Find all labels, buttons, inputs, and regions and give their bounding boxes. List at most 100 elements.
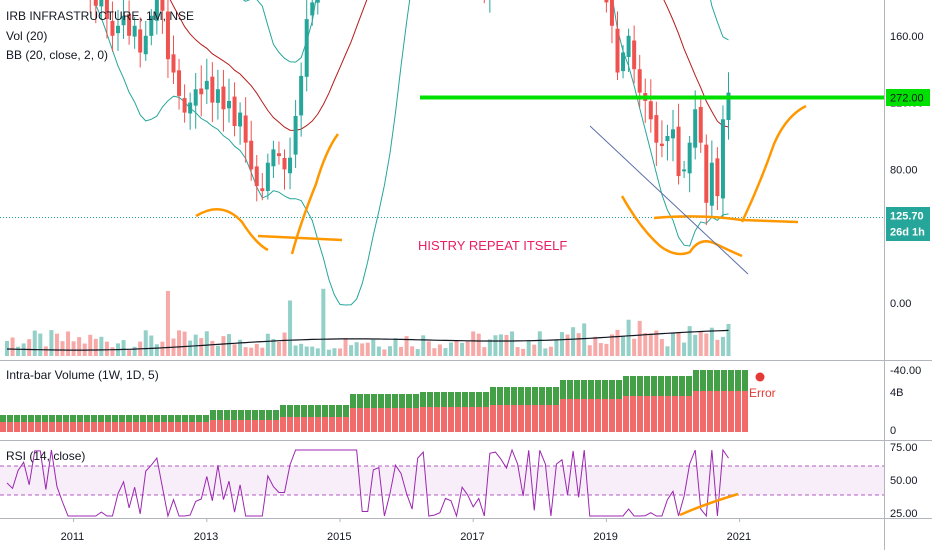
candle-body	[671, 129, 675, 139]
time-axis[interactable]: 2011 2013 2015 2017 2019 2021	[61, 518, 751, 543]
intrabar-up-bar	[91, 415, 97, 422]
bb-legend[interactable]: BB (20, close, 2, 0)	[6, 48, 109, 62]
volume-bar	[127, 349, 132, 356]
volume-bar	[104, 341, 109, 356]
intrabar-up-bar	[210, 410, 216, 420]
intrabar-error[interactable]: Error	[749, 386, 776, 400]
intrabar-down-bar	[728, 391, 734, 432]
volume-bar	[432, 348, 437, 356]
volume-bar	[437, 344, 442, 356]
volume-bar	[177, 330, 182, 356]
intrabar-up-bar	[504, 387, 510, 405]
candle-body	[293, 115, 298, 155]
intrabar-up-bar	[714, 370, 720, 391]
drawing-curve-2013[interactable]	[257, 234, 343, 242]
chart-annotation[interactable]: HISTRY REPEAT ITSELF	[418, 238, 567, 253]
volume-bar	[476, 333, 481, 356]
intrabar-up-bar	[532, 387, 538, 405]
symbol-title[interactable]: IRB INFRASTRUCTURE, 1M, NSE	[6, 9, 195, 23]
candle-body	[682, 169, 687, 172]
trendline-down[interactable]	[589, 125, 749, 275]
intrabar-up-bar	[70, 415, 76, 422]
intrabar-down-bar	[224, 420, 230, 432]
drawing-projection-curve[interactable]	[740, 104, 807, 223]
candle-body	[199, 88, 204, 95]
intrabar-down-bar	[119, 422, 125, 432]
intrabar-up-bar	[476, 392, 482, 407]
drawing-line-flat[interactable]	[653, 215, 799, 224]
intrabar-up-bar	[609, 380, 615, 399]
resistance-label-box	[886, 89, 930, 106]
intrabar-up-bar	[21, 415, 27, 422]
intrabar-down-bar	[560, 399, 566, 432]
volume-bar	[510, 331, 515, 356]
intrabar-down-bar	[105, 422, 111, 432]
volume-bar	[371, 339, 376, 356]
volume-bar	[204, 331, 209, 356]
drawing-curve-2019[interactable]	[620, 195, 743, 258]
intrabar-up-bar	[322, 405, 328, 417]
drawing-curve-2012[interactable]	[195, 208, 269, 252]
volume-bar	[648, 333, 653, 356]
vol-legend[interactable]: Vol (20)	[6, 29, 48, 43]
volume-bar	[698, 332, 703, 356]
candle-body	[149, 15, 154, 36]
intrabar-down-bar	[497, 405, 503, 432]
rsi-trendline[interactable]	[679, 492, 739, 517]
intrabar-down-bar	[665, 396, 671, 432]
candle-body	[121, 15, 126, 26]
candle-body	[182, 98, 187, 113]
volume-bar	[360, 343, 365, 356]
volume-bar	[188, 340, 193, 356]
volume-bar	[471, 331, 476, 356]
intrabar-up-bar	[336, 405, 342, 417]
volume-bar	[154, 344, 159, 356]
volume-bar	[621, 335, 626, 356]
intrabar-down-bar	[658, 396, 664, 432]
candle-body	[260, 188, 265, 192]
volume-bar	[227, 334, 231, 356]
intrabar-up-bar	[252, 410, 258, 420]
intrabar-down-bar	[266, 420, 272, 432]
intrabar-up-bar	[280, 405, 286, 417]
intrabar-up-bar	[28, 415, 34, 422]
volume-bar	[454, 340, 459, 356]
candle-body	[637, 69, 642, 93]
candle-body	[132, 25, 137, 37]
intrabar-down-bar	[504, 405, 510, 432]
intrabar-down-bar	[322, 417, 328, 432]
intrabar-up-bar	[490, 387, 496, 405]
intrabar-down-bar	[371, 408, 377, 432]
intrabar-up-bar	[245, 410, 251, 420]
intrabar-down-bar	[406, 408, 412, 432]
intrabar-down-bar	[259, 420, 265, 432]
intrabar-down-bar	[196, 422, 202, 432]
candle-body	[143, 35, 148, 55]
candle-body	[687, 142, 692, 174]
drawing-curve-2014[interactable]	[290, 133, 340, 255]
candle-body	[93, 0, 98, 6]
volume-bar	[54, 333, 59, 356]
volume-bar	[460, 342, 465, 356]
intrabar-up-bar	[259, 410, 265, 420]
intrabar-down-bar	[595, 399, 601, 432]
intrabar-down-bar	[343, 417, 349, 432]
intrabar-up-bar	[574, 380, 580, 399]
price-tick: -40.00	[890, 365, 921, 377]
intrabar-down-bar	[0, 422, 6, 432]
volume-bar	[632, 338, 637, 356]
intrabar-up-bar	[616, 380, 622, 399]
intrabar-down-bar	[287, 417, 293, 432]
volume-bar	[404, 336, 409, 356]
volume-bar	[354, 342, 359, 356]
volume-bar	[487, 339, 492, 356]
volume-bar	[504, 334, 509, 356]
intrabar-down-bar	[686, 396, 692, 432]
intrabar-down-bar	[350, 408, 356, 432]
intrabar-down-bar	[427, 407, 433, 432]
volume-bar	[43, 346, 48, 356]
price-axis[interactable]: 360.00320.00280.00240.00200.00160.00120.…	[890, 0, 924, 377]
candle-body	[648, 101, 653, 120]
candle-body	[676, 126, 681, 177]
